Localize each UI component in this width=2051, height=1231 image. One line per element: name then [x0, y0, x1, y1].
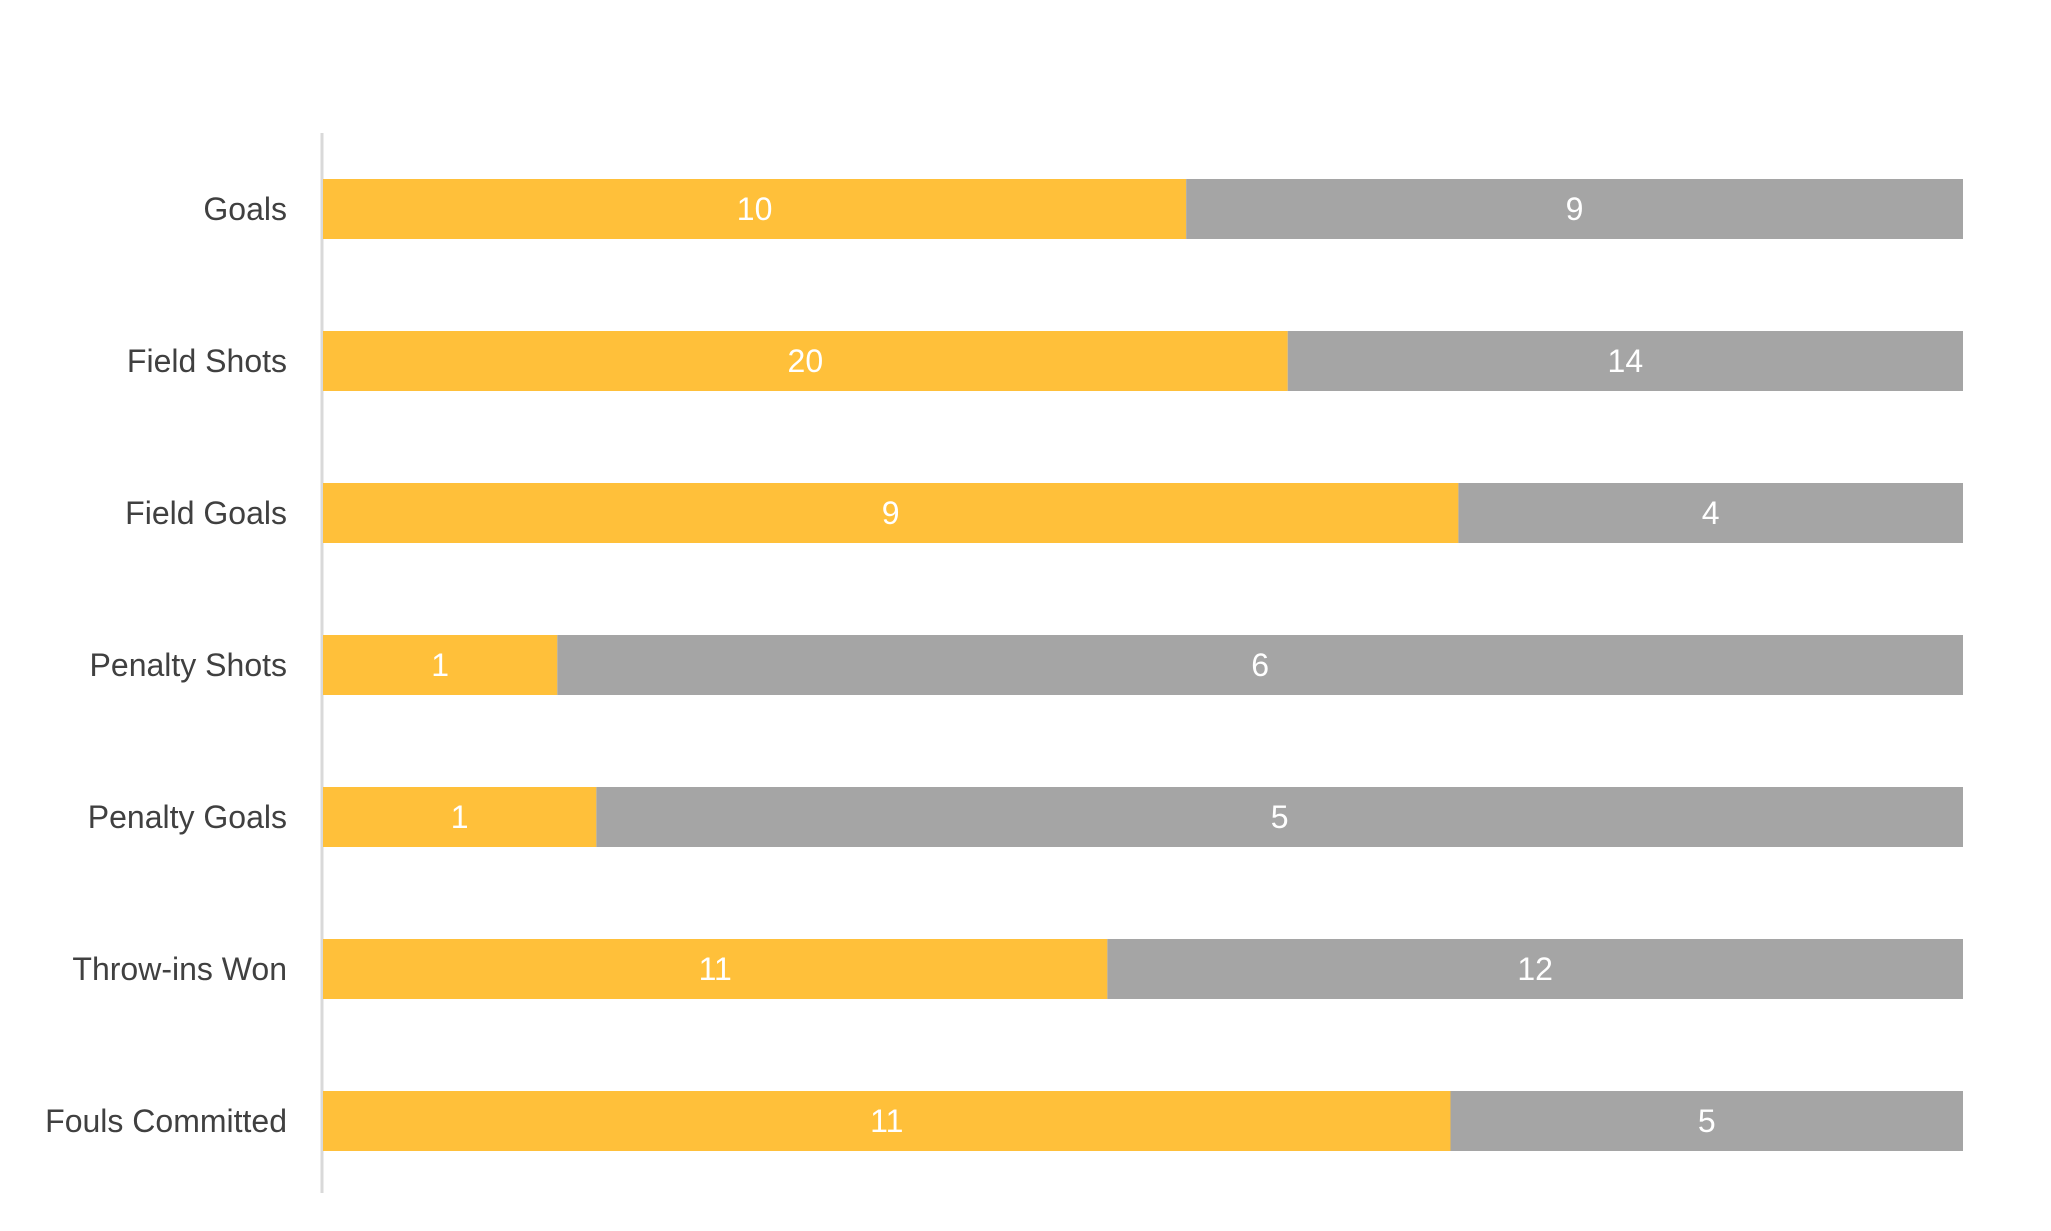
data-label-field-goals-series-2: 4	[1702, 495, 1720, 531]
category-label-goals: Goals	[203, 191, 287, 227]
data-label-penalty-shots-series-1: 1	[431, 647, 449, 683]
bar-segment-goals-series-2	[1186, 179, 1963, 239]
category-label-penalty-shots: Penalty Shots	[90, 647, 287, 683]
data-label-penalty-goals-series-2: 5	[1271, 799, 1289, 835]
bar-segment-fouls-committed-series-1	[323, 1091, 1451, 1151]
data-label-throw-ins-won-series-1: 11	[699, 951, 732, 987]
category-label-fouls-committed: Fouls Committed	[45, 1103, 287, 1139]
data-label-field-goals-series-1: 9	[882, 495, 900, 531]
data-label-goals-series-1: 10	[737, 191, 773, 227]
bar-segment-penalty-goals-series-1	[323, 787, 597, 847]
bar-segment-throw-ins-won-series-1	[323, 939, 1108, 999]
data-label-field-shots-series-1: 20	[788, 343, 824, 379]
bar-segment-fouls-committed-series-2	[1450, 1091, 1963, 1151]
data-label-field-shots-series-2: 14	[1608, 343, 1644, 379]
data-label-fouls-committed-series-1: 11	[870, 1103, 903, 1139]
category-label-field-shots: Field Shots	[127, 343, 287, 379]
data-label-penalty-goals-series-1: 1	[451, 799, 469, 835]
bar-segment-field-shots-series-2	[1287, 331, 1963, 391]
bar-segment-field-goals-series-2	[1458, 483, 1963, 543]
category-label-field-goals: Field Goals	[125, 495, 287, 531]
category-label-throw-ins-won: Throw-ins Won	[72, 951, 287, 987]
data-label-throw-ins-won-series-2: 12	[1517, 951, 1553, 987]
bar-segment-penalty-shots-series-2	[557, 635, 1964, 695]
plot-area: Goals 10 9 Field Shots 20 14 Field Goals 9 4 Pena…	[45, 179, 1964, 1151]
bar-segment-field-shots-series-1	[323, 331, 1288, 391]
data-label-goals-series-2: 9	[1566, 191, 1584, 227]
data-label-fouls-committed-series-2: 5	[1698, 1103, 1716, 1139]
bar-segment-penalty-goals-series-2	[596, 787, 1964, 847]
data-label-penalty-shots-series-2: 6	[1251, 647, 1269, 683]
bar-segment-field-goals-series-1	[323, 483, 1459, 543]
category-label-penalty-goals: Penalty Goals	[88, 799, 287, 835]
bar-segment-goals-series-1	[323, 179, 1187, 239]
bar-segment-penalty-shots-series-1	[323, 635, 558, 695]
bar-segment-throw-ins-won-series-2	[1107, 939, 1963, 999]
